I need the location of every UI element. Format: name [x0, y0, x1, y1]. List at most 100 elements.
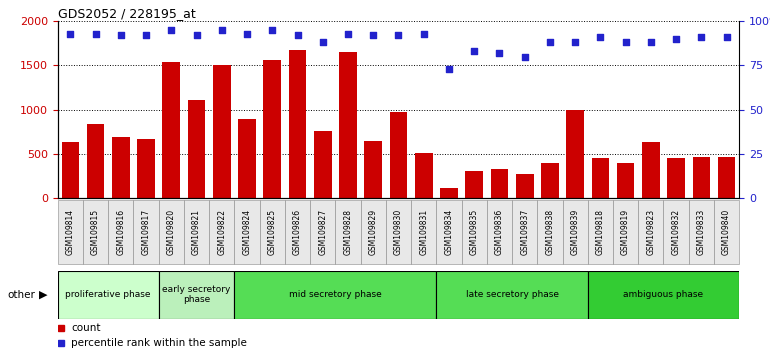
FancyBboxPatch shape: [588, 200, 613, 264]
FancyBboxPatch shape: [58, 200, 83, 264]
Text: GSM109839: GSM109839: [571, 209, 580, 255]
FancyBboxPatch shape: [664, 200, 688, 264]
FancyBboxPatch shape: [411, 200, 437, 264]
Text: GSM109834: GSM109834: [444, 209, 454, 255]
Bar: [465, 171, 483, 198]
Point: [367, 33, 380, 38]
FancyBboxPatch shape: [437, 200, 461, 264]
Bar: [668, 158, 685, 198]
Bar: [289, 51, 306, 198]
Text: ▶: ▶: [38, 290, 47, 300]
Bar: [516, 175, 534, 198]
Text: GSM109822: GSM109822: [217, 209, 226, 255]
FancyBboxPatch shape: [563, 200, 588, 264]
Text: GSM109831: GSM109831: [419, 209, 428, 255]
FancyBboxPatch shape: [310, 200, 336, 264]
FancyBboxPatch shape: [537, 200, 563, 264]
Text: GSM109819: GSM109819: [621, 209, 630, 255]
Text: early secretory
phase: early secretory phase: [162, 285, 231, 304]
Point: [569, 40, 581, 45]
Bar: [415, 153, 433, 198]
Bar: [112, 137, 129, 198]
Point: [115, 33, 127, 38]
Bar: [591, 158, 609, 198]
Point: [544, 40, 556, 45]
FancyBboxPatch shape: [461, 200, 487, 264]
FancyBboxPatch shape: [512, 200, 537, 264]
Bar: [718, 156, 735, 198]
Text: GSM109820: GSM109820: [167, 209, 176, 255]
FancyBboxPatch shape: [688, 200, 714, 264]
Bar: [87, 124, 105, 198]
FancyBboxPatch shape: [184, 200, 209, 264]
Text: GSM109816: GSM109816: [116, 209, 126, 255]
FancyBboxPatch shape: [360, 200, 386, 264]
Text: GSM109815: GSM109815: [91, 209, 100, 255]
Text: GSM109823: GSM109823: [646, 209, 655, 255]
Text: percentile rank within the sample: percentile rank within the sample: [72, 338, 247, 348]
Bar: [437, 271, 588, 319]
Text: GSM109837: GSM109837: [521, 209, 529, 255]
FancyBboxPatch shape: [159, 200, 184, 264]
Bar: [263, 60, 281, 198]
Text: GSM109832: GSM109832: [671, 209, 681, 255]
FancyBboxPatch shape: [638, 200, 664, 264]
Text: GSM109829: GSM109829: [369, 209, 378, 255]
Text: GSM109828: GSM109828: [343, 209, 353, 255]
FancyBboxPatch shape: [714, 200, 739, 264]
Text: proliferative phase: proliferative phase: [65, 290, 151, 299]
Bar: [390, 113, 407, 198]
Point: [342, 31, 354, 36]
FancyBboxPatch shape: [285, 200, 310, 264]
Text: late secretory phase: late secretory phase: [466, 290, 558, 299]
Bar: [490, 169, 508, 198]
Text: count: count: [72, 322, 101, 332]
Bar: [692, 156, 710, 198]
Bar: [137, 139, 155, 198]
Point: [695, 34, 708, 40]
Text: GSM109818: GSM109818: [596, 209, 605, 255]
Point: [518, 54, 531, 59]
Bar: [314, 131, 332, 198]
Bar: [188, 100, 206, 198]
Point: [190, 33, 203, 38]
Bar: [159, 271, 234, 319]
FancyBboxPatch shape: [83, 200, 109, 264]
Text: GSM109821: GSM109821: [192, 209, 201, 255]
Point: [670, 36, 682, 42]
FancyBboxPatch shape: [209, 200, 234, 264]
Point: [392, 33, 404, 38]
FancyBboxPatch shape: [386, 200, 411, 264]
Bar: [339, 52, 357, 198]
FancyBboxPatch shape: [487, 200, 512, 264]
Point: [443, 66, 455, 72]
Text: GSM109833: GSM109833: [697, 209, 706, 255]
Bar: [213, 65, 231, 198]
Text: GSM109827: GSM109827: [318, 209, 327, 255]
Text: other: other: [8, 290, 35, 300]
Point: [316, 40, 329, 45]
Bar: [58, 271, 159, 319]
Bar: [364, 141, 382, 198]
FancyBboxPatch shape: [109, 200, 133, 264]
Point: [266, 27, 279, 33]
Bar: [234, 271, 437, 319]
Bar: [588, 271, 739, 319]
Text: ambiguous phase: ambiguous phase: [624, 290, 704, 299]
Bar: [440, 188, 458, 198]
Text: GSM109838: GSM109838: [545, 209, 554, 255]
Text: GSM109825: GSM109825: [268, 209, 276, 255]
Point: [216, 27, 228, 33]
Text: GSM109814: GSM109814: [66, 209, 75, 255]
Point: [721, 34, 733, 40]
Bar: [238, 120, 256, 198]
Text: mid secretory phase: mid secretory phase: [289, 290, 382, 299]
Text: GSM109840: GSM109840: [722, 209, 731, 255]
Text: GSM109835: GSM109835: [470, 209, 479, 255]
Point: [494, 50, 506, 56]
Point: [140, 33, 152, 38]
Point: [644, 40, 657, 45]
Bar: [642, 142, 660, 198]
Text: GSM109836: GSM109836: [495, 209, 504, 255]
Point: [241, 31, 253, 36]
